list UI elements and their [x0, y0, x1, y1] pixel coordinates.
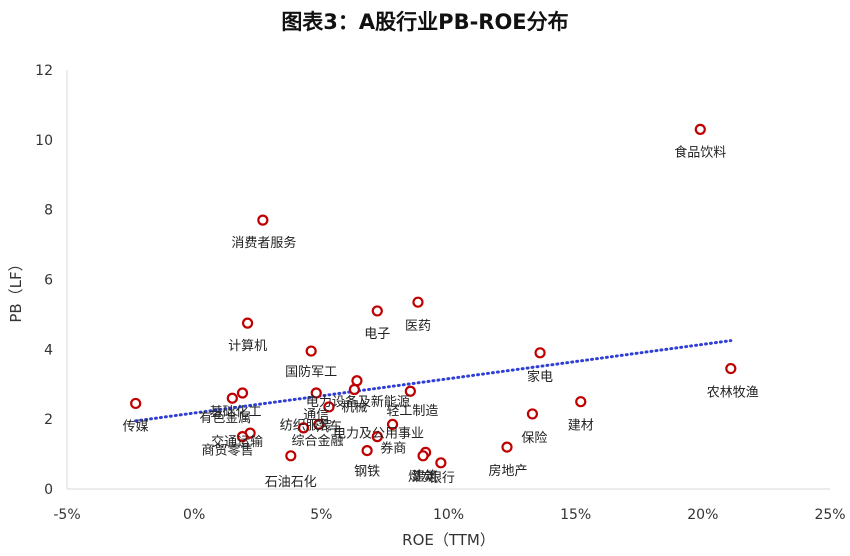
x-tick-label: 20%	[687, 507, 718, 523]
data-point	[257, 214, 269, 226]
y-tick-label: 10	[35, 133, 53, 149]
data-point	[236, 387, 249, 399]
data-point-label: 保险	[521, 431, 547, 446]
data-point-label: 电力及公用事业	[333, 426, 424, 441]
data-point-label: 国防军工	[285, 364, 337, 380]
data-point	[371, 305, 383, 317]
data-point-label: 机械	[341, 400, 367, 415]
x-axis-title: ROE（TTM）	[402, 531, 495, 549]
data-point-label: 综合金融	[292, 433, 344, 449]
data-point-label: 电力设备及新能源	[306, 394, 410, 410]
data-point-label: 券商	[380, 441, 406, 457]
x-tick-label: -5%	[53, 507, 80, 523]
data-point-label: 电子	[364, 327, 390, 342]
data-point	[241, 317, 254, 329]
data-point-label: 银行	[429, 471, 455, 486]
data-point	[575, 396, 587, 408]
y-tick-label: 2	[44, 412, 53, 428]
axes-group: 0 2 4 6 8 10 12 -5% 0% 5% 10% 15% 20% 25% ROE（TTM） PB（L…	[7, 63, 846, 549]
data-point-label: 医药	[405, 319, 431, 334]
chart-title: 图表3：A股行业PB-ROE分布	[281, 10, 569, 34]
data-point-label: 有色金属	[199, 410, 251, 426]
data-point	[404, 385, 416, 397]
data-point	[412, 296, 424, 308]
y-tick-label: 8	[44, 203, 53, 219]
trendline-group	[134, 339, 733, 423]
data-point	[435, 457, 447, 469]
x-tick-label: 10%	[433, 507, 464, 523]
data-point-label: 建筑	[412, 468, 438, 484]
data-point	[305, 345, 317, 357]
trendline	[134, 339, 733, 423]
markers-group	[130, 123, 737, 469]
data-point	[386, 418, 399, 431]
x-tick-label: 0%	[183, 507, 205, 523]
x-tick-label: 15%	[560, 507, 591, 523]
data-point	[310, 387, 322, 399]
data-point-label: 建材	[568, 419, 594, 434]
data-point-label: 交通运输	[211, 434, 263, 450]
data-point	[725, 362, 737, 375]
data-point-label: 消费者服务	[231, 235, 296, 251]
data-point	[236, 431, 249, 443]
data-point	[348, 383, 360, 396]
x-tick-label: 25%	[814, 507, 845, 523]
data-point	[417, 450, 429, 462]
data-point-label: 基础化工	[209, 405, 261, 420]
data-point	[534, 347, 546, 359]
y-tick-label: 4	[44, 342, 53, 358]
data-point-label: 农林牧渔	[707, 386, 759, 401]
data-point-label: 通信	[303, 408, 329, 423]
data-point-label: 商贸零售	[201, 443, 253, 459]
data-point	[361, 444, 373, 457]
data-point-label: 传媒	[123, 419, 149, 434]
data-point	[285, 450, 297, 462]
data-point	[351, 375, 363, 387]
y-tick-label: 0	[44, 482, 53, 498]
data-point	[226, 392, 238, 404]
data-point-label: 房地产	[488, 463, 527, 479]
data-point-label: 纺织服装	[280, 418, 332, 433]
data-point-label: 钢铁	[354, 465, 380, 480]
x-tick-label: 5%	[310, 507, 332, 523]
data-point-label: 食品饮料	[674, 144, 726, 160]
data-point	[501, 441, 513, 453]
data-point-label: 石油石化	[265, 475, 317, 490]
y-axis-title: PB（LF）	[7, 256, 25, 322]
data-point	[313, 418, 325, 431]
data-point-label: 计算机	[228, 339, 267, 354]
data-point	[297, 422, 310, 434]
data-point-label: 轻工制造	[386, 404, 438, 419]
data-point	[694, 123, 706, 135]
data-point	[371, 431, 383, 443]
data-point-label: 家电	[527, 369, 553, 385]
y-tick-label: 12	[35, 63, 53, 79]
data-point	[323, 401, 335, 413]
data-point	[130, 397, 142, 410]
y-tick-label: 6	[44, 273, 53, 289]
data-point	[526, 408, 539, 420]
data-point-label: 汽车	[316, 419, 342, 435]
data-point-label: 煤炭	[408, 470, 434, 485]
